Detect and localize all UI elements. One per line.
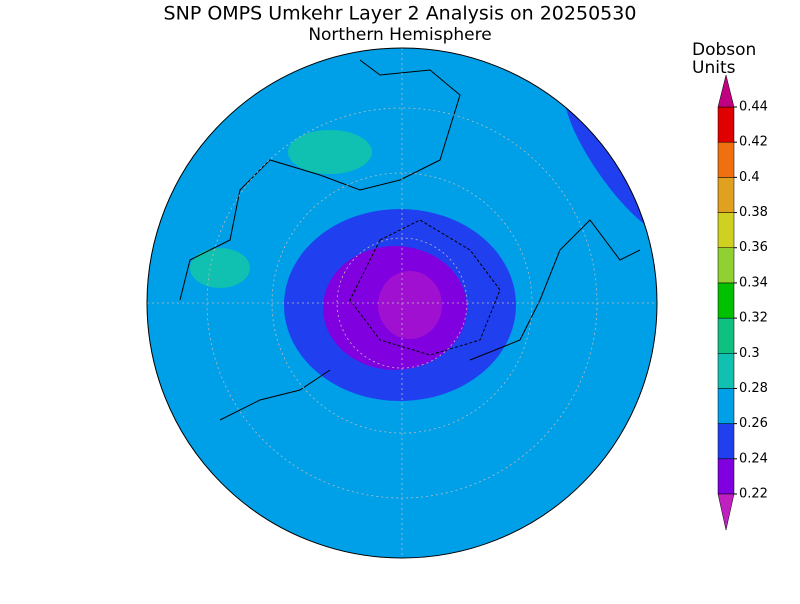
colorbar-segment xyxy=(717,458,735,495)
colorbar-tick-label: 0.4 xyxy=(739,170,760,185)
graticule xyxy=(147,48,657,558)
colorbar-segment xyxy=(717,141,735,178)
colorbar-tick-label: 0.36 xyxy=(739,240,768,255)
colorbar-segment xyxy=(717,106,735,143)
colorbar-label: Units xyxy=(692,58,736,78)
coastlines xyxy=(179,59,641,421)
subtitle: Northern Hemisphere xyxy=(308,25,491,45)
title: SNP OMPS Umkehr Layer 2 Analysis on 2025… xyxy=(164,3,637,25)
colorbar-tick-label: 0.32 xyxy=(739,311,768,326)
colorbar-segment xyxy=(717,353,735,389)
colorbar-tick-label: 0.22 xyxy=(739,487,768,502)
colorbar-label: Dobson xyxy=(692,40,756,60)
contour-region xyxy=(378,271,442,339)
colorbar-under xyxy=(717,493,735,531)
colorbar-tick-label: 0.26 xyxy=(739,416,768,431)
map xyxy=(147,48,657,558)
colorbar-tick-label: 0.38 xyxy=(739,205,768,220)
colorbar-tick-label: 0.28 xyxy=(739,381,768,396)
colorbar-over xyxy=(717,74,735,108)
colorbar-segment xyxy=(717,423,735,460)
contour-region xyxy=(190,248,250,288)
colorbar-tick-label: 0.3 xyxy=(739,346,760,361)
colorbar-tick-label: 0.34 xyxy=(739,275,768,290)
map-border xyxy=(146,47,658,559)
colorbar-segment xyxy=(717,317,735,354)
colorbar-tick-label: 0.42 xyxy=(739,135,768,150)
colorbar-segment xyxy=(717,247,735,284)
contour-region xyxy=(288,130,372,174)
colorbar-segment xyxy=(717,282,735,319)
colorbar-segment xyxy=(717,388,735,424)
colorbar-segment xyxy=(717,177,735,213)
colorbar-tick-label: 0.44 xyxy=(739,100,768,115)
colorbar-segment xyxy=(717,212,735,248)
colorbar-tick-label: 0.24 xyxy=(739,451,768,466)
